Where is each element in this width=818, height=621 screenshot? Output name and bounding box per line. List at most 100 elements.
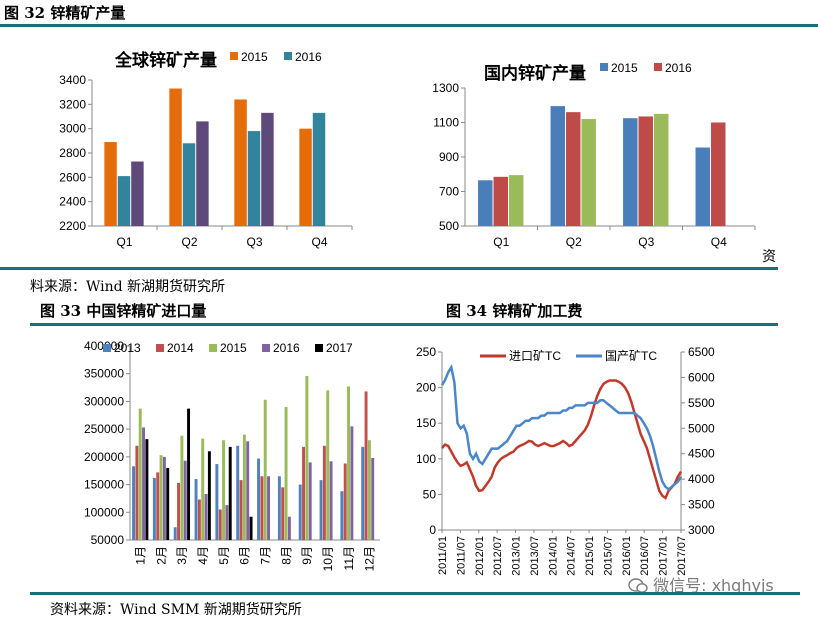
right-y-tick-label: 5000 bbox=[688, 421, 715, 435]
y-tick-label: 2200 bbox=[59, 219, 86, 233]
x-category-label: Q1 bbox=[493, 235, 509, 249]
y-tick-label: 1100 bbox=[433, 116, 459, 130]
bar bbox=[371, 457, 375, 540]
bar bbox=[132, 466, 136, 540]
x-category-label: 2月 bbox=[154, 546, 168, 565]
wechat-icon bbox=[628, 578, 648, 594]
bar bbox=[299, 128, 312, 226]
legend-label: 2013 bbox=[114, 341, 141, 355]
left-y-tick-label: 100 bbox=[416, 452, 436, 466]
legend-label: 2014 bbox=[167, 341, 194, 355]
bar bbox=[350, 426, 354, 540]
section-rule-top bbox=[0, 267, 778, 270]
bar bbox=[305, 375, 309, 540]
x-category-label: Q4 bbox=[311, 235, 327, 249]
bar bbox=[180, 435, 184, 540]
source-note-bottom: 资料来源：Wind SMM 新湖期货研究所 bbox=[50, 602, 302, 618]
bar bbox=[260, 476, 264, 540]
legend-label: 国产矿TC bbox=[605, 349, 657, 363]
x-category-label: 4月 bbox=[196, 546, 210, 565]
y-tick-label: 1300 bbox=[432, 81, 459, 95]
bar bbox=[104, 142, 117, 226]
x-tick-label: 2014/07 bbox=[566, 536, 578, 576]
legend-swatch bbox=[103, 344, 111, 352]
bar bbox=[319, 480, 323, 540]
bar bbox=[204, 493, 208, 540]
legend-swatch bbox=[600, 63, 608, 71]
y-tick-label: 2600 bbox=[59, 170, 86, 184]
x-tick-label: 2016/07 bbox=[639, 536, 651, 576]
bar bbox=[228, 446, 232, 540]
bar bbox=[194, 479, 198, 540]
chart-title: 全球锌矿产量 bbox=[114, 50, 217, 70]
legend-label: 2016 bbox=[665, 61, 692, 75]
bar bbox=[326, 390, 330, 540]
legend-swatch bbox=[209, 344, 217, 352]
y-tick-label: 350000 bbox=[84, 367, 124, 381]
y-tick-label: 3200 bbox=[59, 97, 86, 111]
bar bbox=[298, 484, 302, 540]
bar bbox=[493, 176, 508, 226]
header-rule bbox=[0, 24, 818, 27]
x-tick-label: 2014/01 bbox=[547, 536, 559, 576]
bar bbox=[225, 505, 229, 540]
section-rule-middle bbox=[30, 323, 778, 326]
bar bbox=[508, 175, 524, 226]
x-category-label: Q2 bbox=[181, 235, 197, 249]
watermark-text: 微信号: xhqhyjs bbox=[653, 576, 774, 595]
legend-label: 2017 bbox=[326, 341, 353, 355]
legend-swatch bbox=[230, 52, 238, 60]
bar bbox=[249, 516, 253, 540]
y-tick-label: 2400 bbox=[59, 195, 86, 209]
bar bbox=[281, 487, 285, 540]
bar bbox=[263, 399, 267, 540]
source-note-top: 料来源：Wind 新湖期货研究所 bbox=[30, 279, 226, 295]
x-tick-label: 2012/07 bbox=[492, 536, 504, 576]
legend-label: 2015 bbox=[241, 50, 268, 64]
china-zinc-import-chart: 50000 100000 150000 200000 250000 300000 35000… bbox=[84, 339, 380, 571]
x-category-label: 11月 bbox=[342, 546, 356, 570]
bar bbox=[287, 516, 291, 540]
bar bbox=[367, 440, 371, 540]
bar bbox=[135, 445, 139, 540]
bar bbox=[187, 408, 191, 540]
legend-label: 2015 bbox=[220, 341, 247, 355]
legend-swatch bbox=[284, 52, 292, 60]
x-tick-label: 2017/07 bbox=[676, 536, 688, 576]
x-category-label: Q2 bbox=[566, 235, 582, 249]
bar bbox=[159, 455, 163, 540]
y-tick-label: 500 bbox=[439, 219, 459, 233]
y-tick-label: 2800 bbox=[59, 146, 86, 160]
y-tick-label: 700 bbox=[439, 185, 459, 199]
bar bbox=[162, 456, 166, 540]
bar bbox=[277, 476, 281, 540]
domestic-zinc-production-chart: 500 700 900 1100 1300 Q1 Q2 Q3 Q4 国内锌矿产量 2015 2016 bbox=[432, 61, 756, 249]
bar bbox=[196, 121, 209, 226]
x-tick-label: 2016/01 bbox=[621, 536, 633, 576]
bar bbox=[197, 499, 201, 540]
bar bbox=[361, 446, 365, 540]
y-tick-label: 300000 bbox=[84, 394, 124, 408]
right-y-tick-label: 4000 bbox=[688, 472, 715, 486]
legend-label: 进口矿TC bbox=[509, 349, 561, 363]
bar bbox=[183, 460, 187, 540]
x-category-label: Q1 bbox=[116, 235, 132, 249]
figure-34-title: 图 34 锌精矿加工费 bbox=[446, 302, 583, 320]
bar bbox=[142, 427, 146, 540]
x-category-label: 9月 bbox=[300, 546, 314, 565]
legend-label: 2015 bbox=[611, 61, 638, 75]
bar bbox=[222, 440, 226, 540]
bar bbox=[329, 461, 333, 540]
x-tick-label: 2011/01 bbox=[437, 536, 449, 575]
y-tick-label: 50000 bbox=[91, 533, 125, 547]
legend-label: 2016 bbox=[295, 50, 322, 64]
figure-33-title: 图 33 中国锌精矿进口量 bbox=[40, 302, 207, 320]
bar bbox=[322, 445, 326, 540]
bar bbox=[131, 161, 144, 226]
y-tick-label: 100000 bbox=[84, 505, 124, 519]
y-tick-label: 250000 bbox=[84, 422, 124, 436]
chart-title: 国内锌矿产量 bbox=[484, 63, 586, 83]
bar bbox=[182, 143, 196, 226]
left-y-tick-label: 200 bbox=[416, 381, 436, 395]
bar bbox=[201, 438, 205, 540]
